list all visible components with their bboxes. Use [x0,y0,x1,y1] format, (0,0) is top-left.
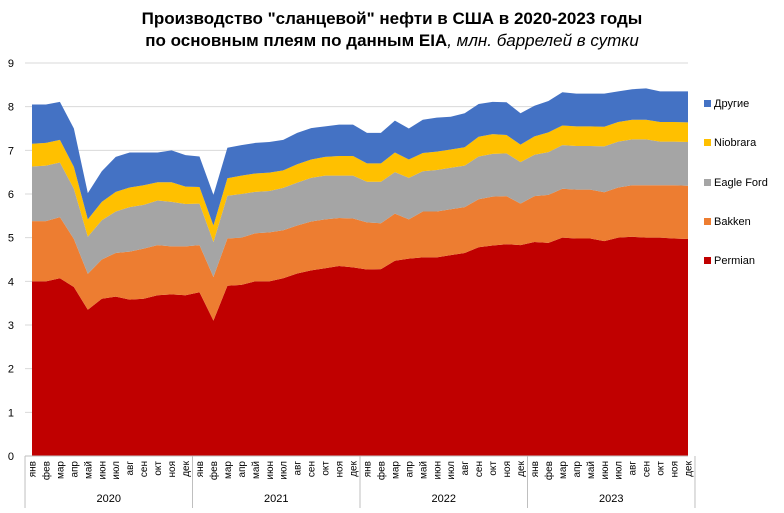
y-tick-label: 3 [8,320,14,332]
x-tick-label-month: май [418,461,429,479]
x-tick-label-month: фев [375,461,387,480]
series-area-permian [32,236,688,456]
x-tick-label-month: май [251,461,262,479]
x-tick-label-month: май [586,461,597,479]
y-tick-label: 7 [8,145,14,157]
x-tick-label-month: авг [628,461,639,476]
x-tick-label-month: июл [279,461,290,480]
y-tick-label: 9 [8,58,14,70]
chart-title-line2-bold: по основным плеям по данным EIA [145,31,448,50]
series-area-другие [32,88,688,226]
legend-label-bakken: Bakken [714,216,751,228]
x-tick-label-month: мар [390,461,401,479]
series-area-niobrara [32,119,688,243]
x-tick-label-month: дек [181,460,192,476]
x-tick-label-month: янв [530,461,541,477]
chart-title-line2-italic: , млн. баррелей в сутки [447,31,639,50]
x-tick-label-month: ноя [502,461,513,478]
legend-swatch-eagle-ford [704,179,711,186]
y-tick-label: 0 [8,451,14,463]
x-tick-label-month: июл [111,461,122,480]
x-tick-label-month: сен [474,461,485,477]
series-area-eagle-ford [32,139,688,277]
x-tick-label-month: янв [28,461,39,477]
x-tick-label-month: сен [307,461,318,477]
x-tick-label-month: окт [656,461,667,476]
legend-swatch-permian [704,257,711,264]
legend-label-другие: Другие [714,98,749,110]
x-tick-label-month: ноя [335,461,346,478]
x-tick-label-month: фев [543,461,555,480]
x-tick-label-month: ноя [167,461,178,478]
y-tick-label: 6 [8,189,14,201]
x-tick-label-month: янв [195,461,206,477]
x-tick-label-month: янв [362,461,373,477]
x-tick-label-year: 2020 [97,493,121,505]
x-tick-label-month: ноя [670,461,681,478]
x-tick-label-month: фев [208,461,220,480]
x-tick-label-year: 2021 [264,493,288,505]
x-tick-label-month: мар [55,461,66,479]
y-tick-label: 5 [8,233,14,245]
chart-title-line2: по основным плеям по данным EIA, млн. ба… [0,30,784,52]
x-tick-label-month: окт [488,461,499,476]
x-tick-label-month: июн [265,461,276,480]
legend-label-eagle-ford: Eagle Ford [714,177,768,189]
series-area-bakken [32,185,688,321]
x-tick-label-month: дек [516,460,527,476]
x-tick-label-month: май [83,461,94,479]
legend-swatch-niobrara [704,139,711,146]
x-tick-label-month: сен [139,461,150,477]
x-tick-label-month: авг [125,461,136,476]
x-tick-label-month: июн [97,461,108,480]
x-tick-label-month: июл [446,461,457,480]
x-tick-label-month: апр [572,461,583,478]
x-tick-label-month: окт [321,461,332,476]
x-tick-label-month: окт [153,461,164,476]
legend-swatch-другие [704,100,711,107]
x-tick-label-month: мар [223,461,234,479]
legend-label-niobrara: Niobrara [714,137,757,149]
chart-title-line1: Производство "сланцевой" нефти в США в 2… [141,9,643,28]
x-tick-label-month: июн [600,461,611,480]
y-tick-label: 1 [8,407,14,419]
x-tick-label-year: 2023 [599,493,623,505]
x-tick-label-month: сен [642,461,653,477]
x-tick-label-month: дек [684,460,695,476]
x-tick-label-month: дек [349,460,360,476]
x-tick-label-month: мар [558,461,569,479]
y-tick-label: 2 [8,364,14,376]
x-tick-label-month: фев [40,461,52,480]
y-tick-label: 8 [8,102,14,114]
x-tick-label-month: апр [237,461,248,478]
x-tick-label-year: 2022 [432,493,456,505]
x-tick-label-month: июл [614,461,625,480]
y-tick-label: 4 [8,276,14,288]
x-tick-label-month: июн [432,461,443,480]
x-tick-label-month: апр [404,461,415,478]
x-tick-label-month: авг [293,461,304,476]
chart-title: Производство "сланцевой" нефти в США в 2… [0,8,784,52]
legend-swatch-bakken [704,218,711,225]
x-tick-label-month: апр [69,461,80,478]
x-tick-label-month: авг [460,461,471,476]
legend-label-permian: Permian [714,255,755,267]
